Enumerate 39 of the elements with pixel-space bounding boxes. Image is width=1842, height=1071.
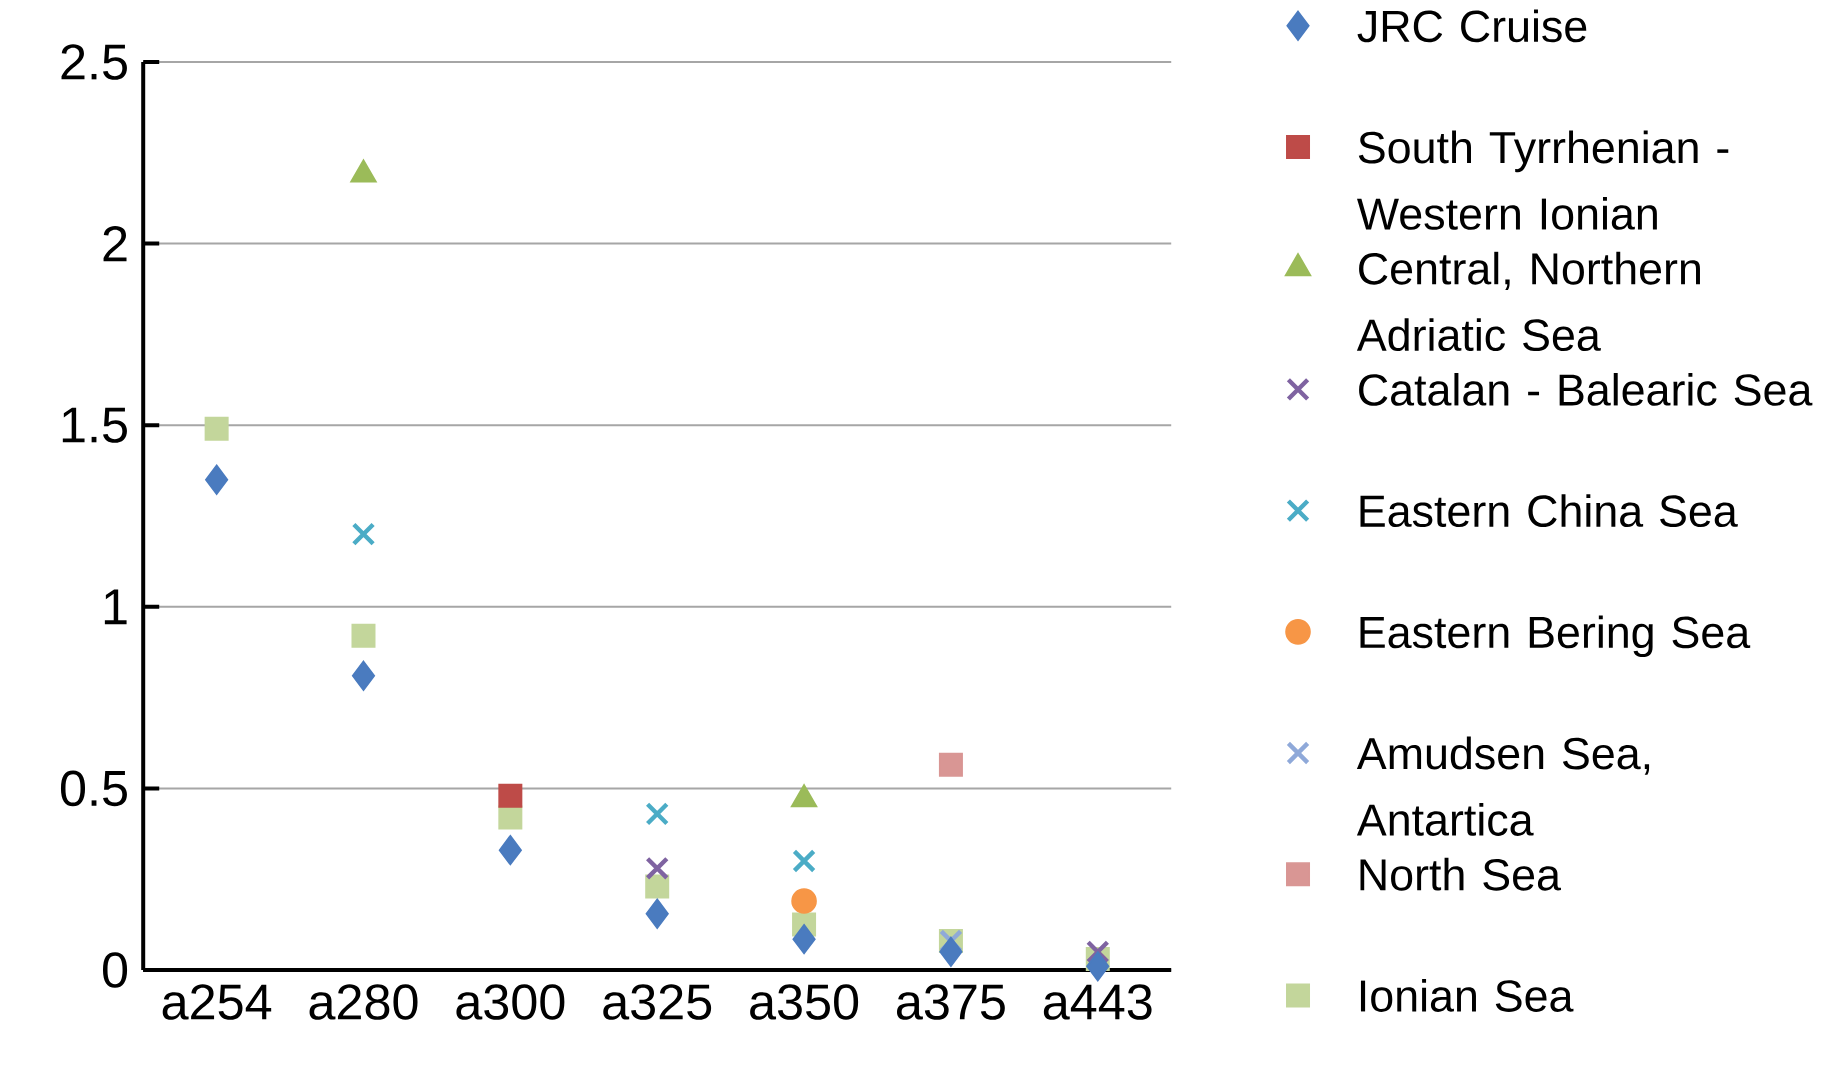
legend-label: South Tyrrhenian - Western Ionian xyxy=(1357,130,1729,230)
x-tick-label: a254 xyxy=(162,984,272,1020)
point xyxy=(792,923,816,955)
point xyxy=(498,834,522,866)
legend-label: Eastern China Sea xyxy=(1360,494,1738,528)
legend-label: Eastern Bering Sea xyxy=(1360,615,1751,658)
point xyxy=(938,752,963,777)
point xyxy=(351,660,376,691)
x-tick-label: a375 xyxy=(897,984,1005,1020)
y-tick-label: 2 xyxy=(103,226,127,262)
point xyxy=(204,416,229,441)
legend-label: Catalan - Balearic Sea xyxy=(1359,373,1813,406)
point xyxy=(351,522,376,546)
point xyxy=(645,898,669,929)
legend-label: Amudsen Sea, Antartica xyxy=(1356,736,1650,836)
point xyxy=(645,802,670,826)
point xyxy=(351,623,376,648)
point xyxy=(792,849,816,873)
x-tick-label: a300 xyxy=(456,984,565,1020)
y-tick-label: 1 xyxy=(104,589,127,625)
point xyxy=(791,888,817,914)
point xyxy=(1086,951,1110,982)
point xyxy=(939,936,963,968)
y-tick-label: 0 xyxy=(102,952,128,988)
legend-label: Ionian Sea xyxy=(1360,979,1574,1012)
point xyxy=(205,464,229,495)
x-tick-label: a280 xyxy=(309,984,418,1020)
y-tick-label: 0.5 xyxy=(60,770,127,807)
point xyxy=(645,856,670,881)
legend-label: JRC Cruise xyxy=(1357,9,1587,43)
point xyxy=(645,874,670,899)
x-tick-label: a350 xyxy=(750,984,859,1020)
y-tick-label: 2.5 xyxy=(61,44,127,80)
x-tick-label: a325 xyxy=(603,984,712,1020)
point xyxy=(498,783,523,808)
x-tick-label: a443 xyxy=(1043,984,1152,1020)
legend-label: North Sea xyxy=(1360,857,1561,891)
legend-label: Central, Northern Adriatic Sea xyxy=(1356,251,1700,352)
y-tick-label: 1.5 xyxy=(62,407,127,443)
